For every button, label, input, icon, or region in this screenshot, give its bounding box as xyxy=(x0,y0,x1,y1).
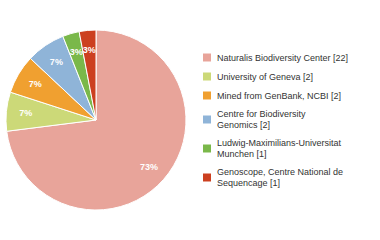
svg-text:Mined from GenBank, NCBI [2]: Mined from GenBank, NCBI [2] xyxy=(217,91,341,101)
svg-text:Munchen [1]: Munchen [1] xyxy=(217,149,267,159)
svg-text:Genoscope, Centre National de: Genoscope, Centre National de xyxy=(217,167,343,177)
svg-text:3%: 3% xyxy=(70,47,83,57)
svg-text:Centre for Biodiversity: Centre for Biodiversity xyxy=(217,109,306,119)
svg-text:Sequencage [1]: Sequencage [1] xyxy=(217,178,280,188)
svg-text:7%: 7% xyxy=(19,108,32,118)
svg-text:Naturalis Biodiversity Center: Naturalis Biodiversity Center [22] xyxy=(217,53,348,63)
svg-text:7%: 7% xyxy=(50,57,63,67)
svg-text:3%: 3% xyxy=(83,45,96,55)
svg-text:University of Geneva [2]: University of Geneva [2] xyxy=(217,72,313,82)
svg-text:73%: 73% xyxy=(140,162,158,172)
svg-text:Genomics [2]: Genomics [2] xyxy=(217,120,270,130)
svg-text:Ludwig-Maximilians-Universitat: Ludwig-Maximilians-Universitat xyxy=(217,138,342,148)
svg-text:7%: 7% xyxy=(29,79,42,89)
